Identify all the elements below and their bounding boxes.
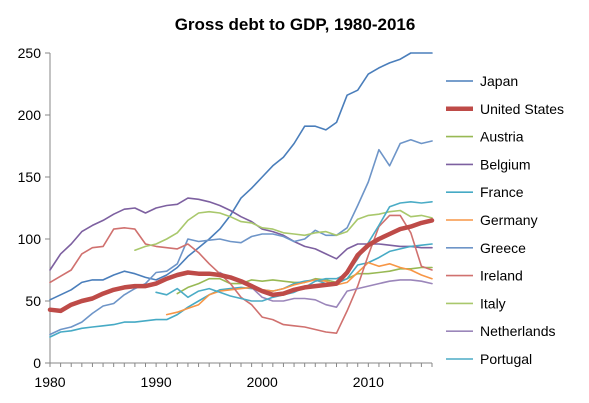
series-line-germany [165,261,433,316]
y-tick-label: 50 [25,293,41,309]
series-line-greece [49,139,433,336]
legend-label-portugal: Portugal [480,351,532,367]
legend-label-greece: Greece [480,240,526,256]
legend-label-austria: Austria [480,129,524,145]
x-tick-label: 2000 [247,374,278,390]
legend: Japan United States Austria Belgium France Ge… [446,73,564,367]
legend-label-united-states: United States [480,101,564,117]
chart-title: Gross debt to GDP, 1980-2016 [175,15,416,34]
legend-label-netherlands: Netherlands [480,323,556,339]
y-tick-label: 100 [18,231,42,247]
x-tick-label: 2010 [353,374,384,390]
legend-label-belgium: Belgium [480,156,531,172]
y-tick-label: 150 [18,169,42,185]
y-tick-label: 250 [18,45,42,61]
legend-label-italy: Italy [480,295,506,311]
series-line-japan [49,52,433,301]
axes: 0 50 100 150 200 250 1980 1990 2000 2010 [18,45,433,390]
y-tick-label: 0 [33,355,41,371]
x-tick-label: 1990 [141,374,172,390]
x-tick-label: 1980 [34,374,65,390]
series-line-portugal [155,201,433,302]
series-line-ireland [49,214,433,334]
series-line-netherlands [219,271,433,308]
legend-label-germany: Germany [480,212,538,228]
series-line-united-states [47,218,435,314]
series-line-italy [134,209,433,251]
legend-label-france: France [480,184,524,200]
legend-label-ireland: Ireland [480,268,523,284]
y-tick-label: 200 [18,107,42,123]
legend-label-japan: Japan [480,73,518,89]
series-lines [47,52,435,338]
